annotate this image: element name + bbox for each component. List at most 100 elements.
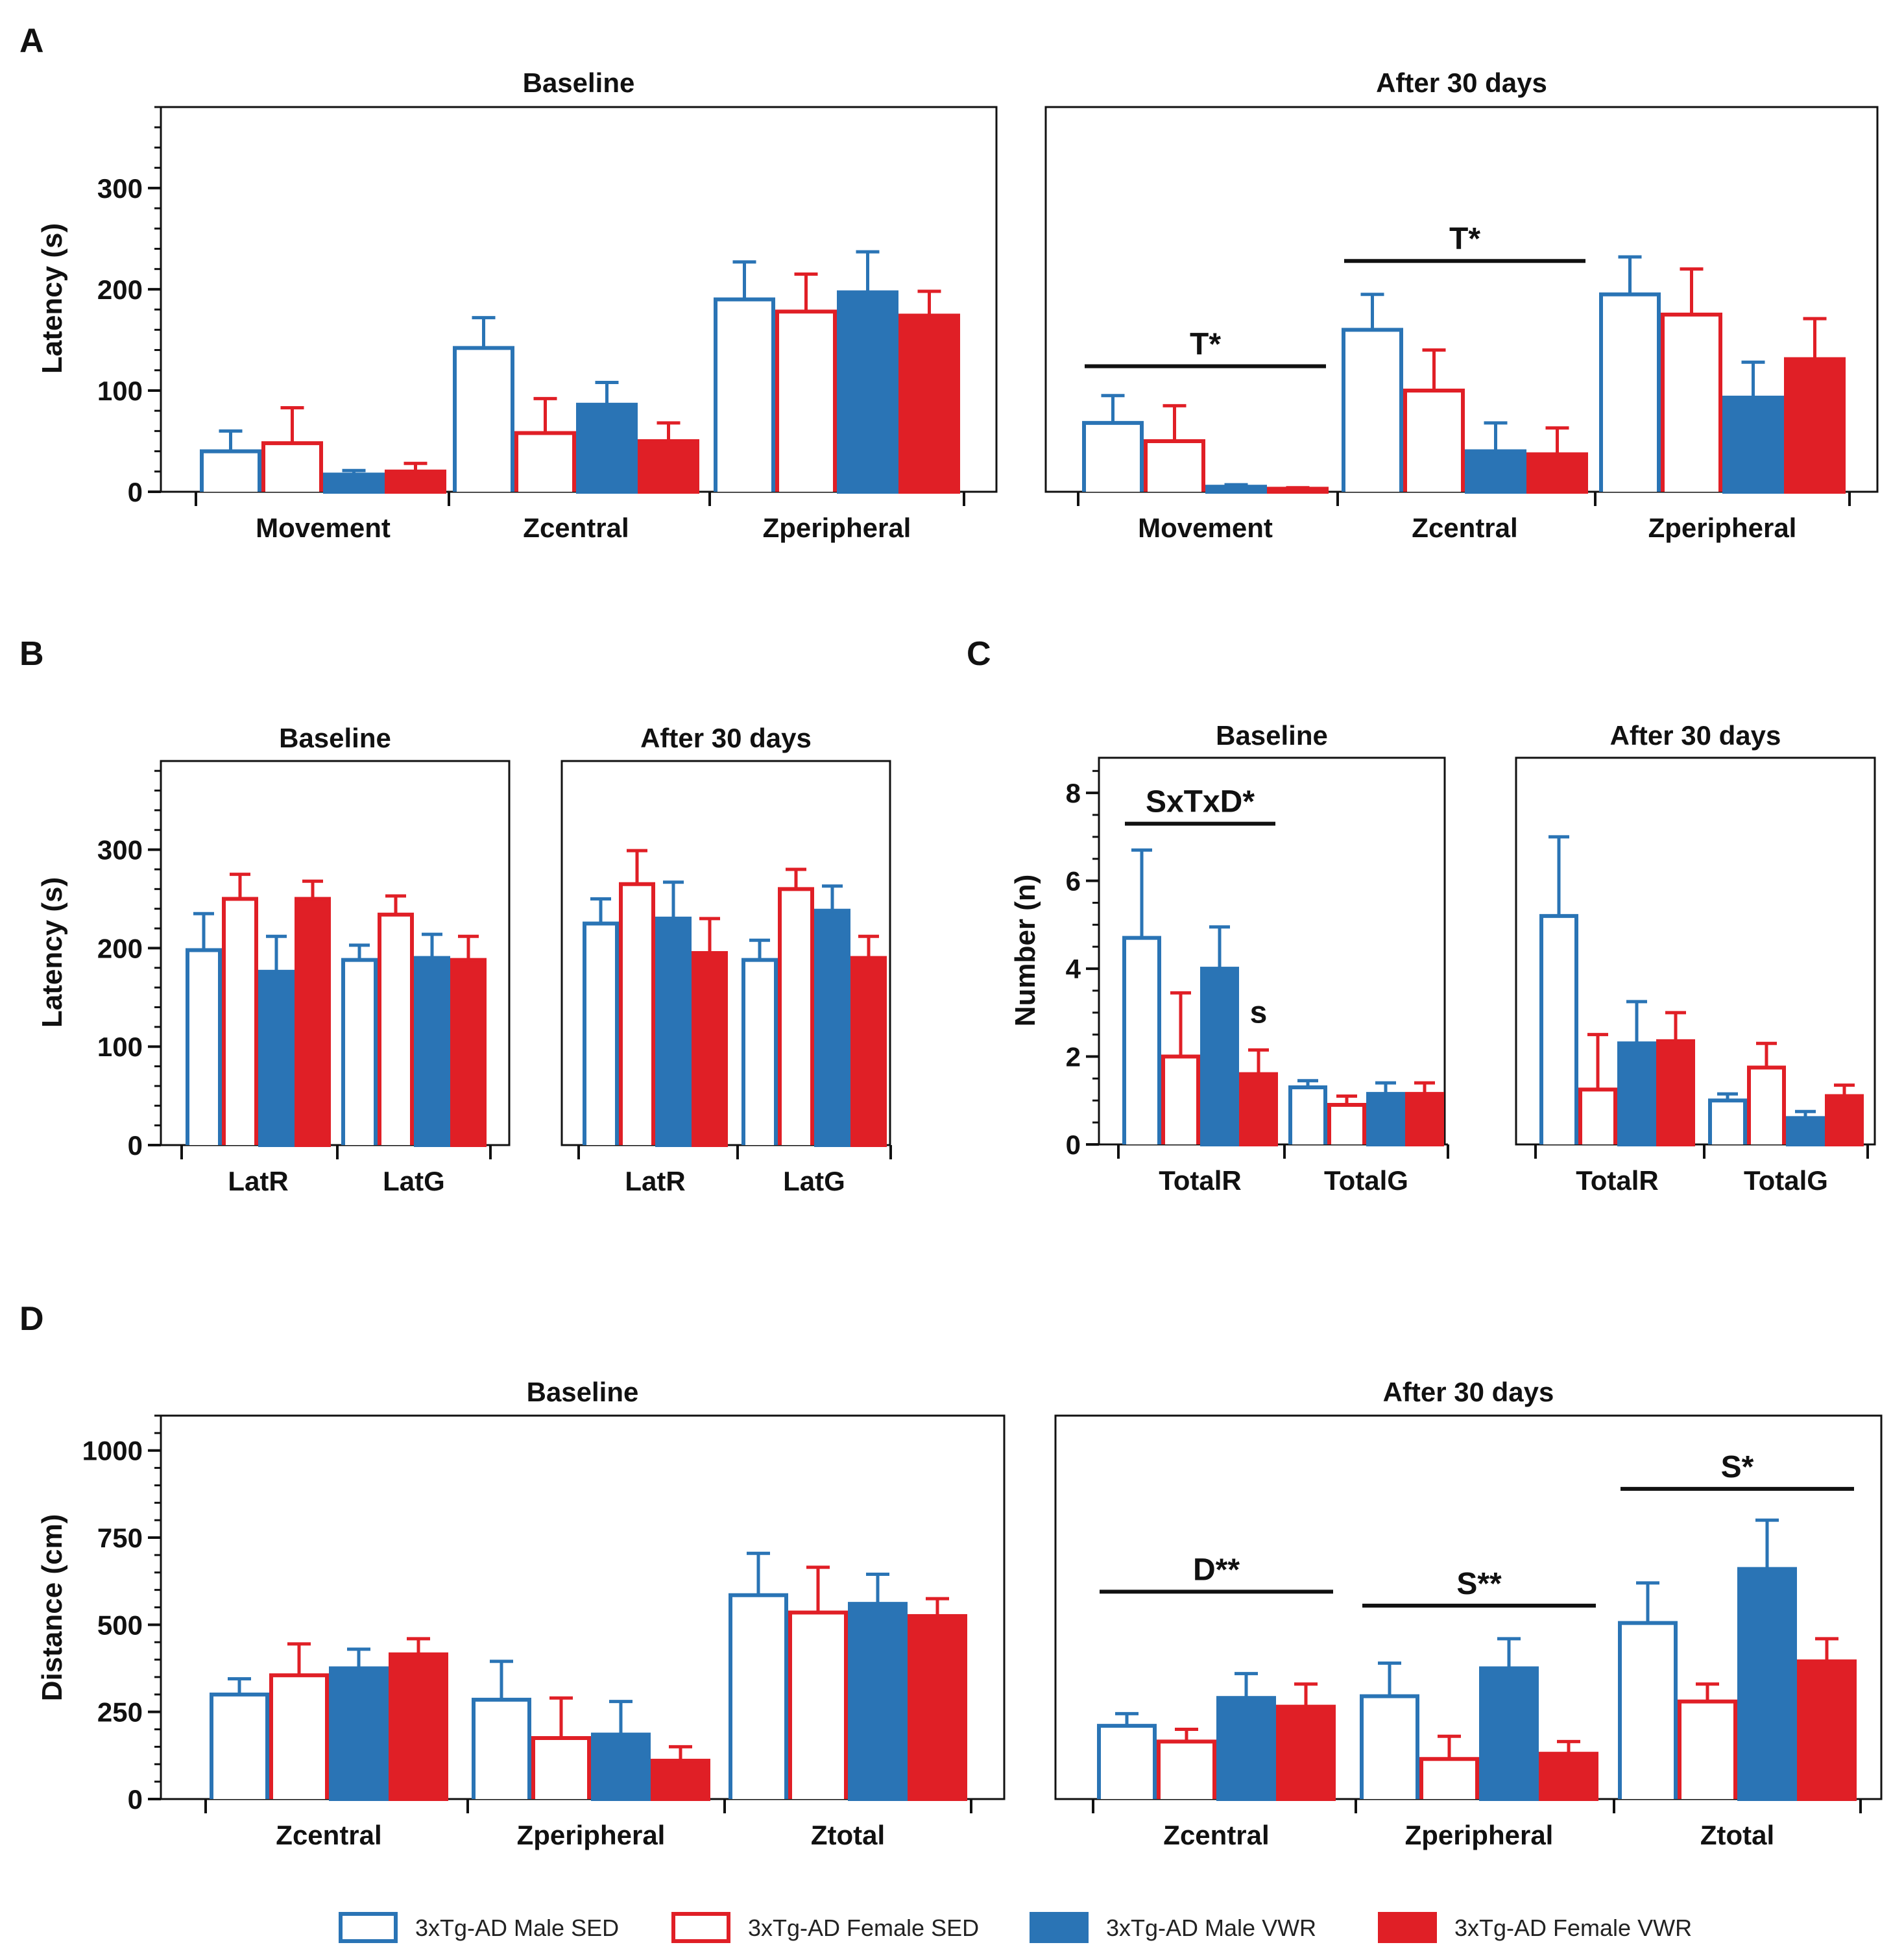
x-category-label: TotalG [1744,1165,1828,1196]
bar [385,469,446,494]
y-tick-label: 4 [1066,954,1081,984]
chart-title: Baseline [1216,720,1328,751]
y-tick-label: 8 [1066,778,1081,808]
bar [514,431,576,492]
panel-label-d: D [19,1300,44,1338]
y-tick-label: 250 [97,1697,143,1728]
bar [1526,452,1588,494]
bar [1342,328,1403,492]
y-tick-label: 300 [97,173,143,204]
bar [1656,1039,1695,1147]
bar [1797,1659,1857,1802]
x-category-label: Movement [256,513,391,543]
significance-label: S* [1721,1450,1754,1484]
chart-title: After 30 days [1376,67,1547,98]
chart-B-baseline: Baseline 0 100 200 300 Latency (s) LatR LatG [36,723,511,1196]
bar [1747,1065,1786,1144]
y-tick-label: 100 [97,376,143,406]
bar [450,958,487,1147]
x-category-label: LatG [383,1166,445,1196]
y-tick-label: 6 [1066,866,1081,897]
bar [775,309,837,492]
legend-label-male-sed: 3xTg-AD Male SED [415,1915,619,1941]
chart-title: After 30 days [1383,1377,1554,1407]
bar [583,921,619,1145]
bar [1360,1694,1419,1799]
bar [200,449,261,492]
bar [655,916,692,1148]
y-axis-label: Distance (cm) [36,1514,68,1702]
bar [341,958,378,1145]
chart-D-baseline: Baseline 0 250 500 750 1000 Distance (cm) Zcent… [36,1377,1006,1850]
x-category-label: LatG [783,1166,845,1196]
y-tick-label: 2 [1066,1042,1081,1072]
x-category-label: Zcentral [1163,1820,1269,1850]
bar [1539,913,1578,1144]
bar [1144,439,1205,492]
bar [1678,1699,1737,1799]
bar [814,908,850,1147]
x-category-label: Zcentral [523,513,629,543]
bar [1200,967,1239,1147]
legend-swatch-female-vwr [1378,1912,1437,1943]
significance-label: SxTxD* [1146,785,1255,819]
x-category-label: TotalR [1159,1165,1242,1196]
bar [741,958,778,1145]
bar [848,1602,908,1801]
chart-A-after: After 30 days Movement Zcentral Zperipheral… [1044,67,1879,543]
bar [1465,449,1526,494]
bar [1618,1621,1678,1799]
chart-title: Baseline [523,67,635,98]
bar [1216,1696,1276,1802]
y-axis-label: Number (n) [1009,875,1041,1027]
bar [1288,1085,1327,1144]
bar [323,472,385,494]
legend-swatch-female-sed [671,1912,730,1943]
bar [1205,485,1267,494]
bar [222,897,258,1145]
bar [788,1610,848,1799]
y-tick-label: 200 [97,933,143,963]
y-tick-label: 200 [97,274,143,305]
y-tick-label: 100 [97,1032,143,1062]
bar [453,346,514,492]
x-category-label: Ztotal [1700,1820,1774,1850]
bar [1419,1757,1479,1799]
bar [850,956,887,1147]
legend-item-female-vwr: 3xTg-AD Female VWR [1378,1912,1692,1943]
y-tick-label: 500 [97,1610,143,1640]
chart-title: Baseline [279,723,391,753]
y-axis-label: Latency (s) [36,223,68,374]
bar [261,441,323,492]
legend-item-female-sed: 3xTg-AD Female SED [671,1912,979,1943]
bar [329,1666,389,1801]
bar [472,1697,531,1799]
bar [1661,312,1722,492]
bar [1737,1567,1797,1801]
x-category-label: LatR [625,1166,685,1196]
bar [1267,487,1329,494]
bar [908,1614,967,1802]
bar [269,1673,329,1799]
legend-label-female-sed: 3xTg-AD Female SED [748,1915,979,1941]
bar [1708,1098,1747,1144]
bar [837,290,898,494]
chart-A-baseline: Baseline 0 100 200 300 Latency (s) Movement Zce… [36,67,998,543]
bar [576,402,638,494]
x-category-label: LatR [228,1166,288,1196]
x-category-label: Movement [1138,513,1273,543]
significance-label: S** [1456,1567,1502,1601]
bar [1366,1092,1405,1147]
bar [1722,395,1784,494]
legend-swatch-male-vwr [1030,1912,1089,1943]
x-category-label: Zperipheral [517,1820,666,1850]
bar [1327,1103,1366,1144]
bar [1276,1704,1336,1802]
y-tick-label: 750 [97,1523,143,1553]
legend-item-male-sed: 3xTg-AD Male SED [339,1912,619,1943]
bar [591,1732,651,1801]
bar [1599,292,1661,492]
bar [714,297,775,492]
bar [389,1652,448,1801]
